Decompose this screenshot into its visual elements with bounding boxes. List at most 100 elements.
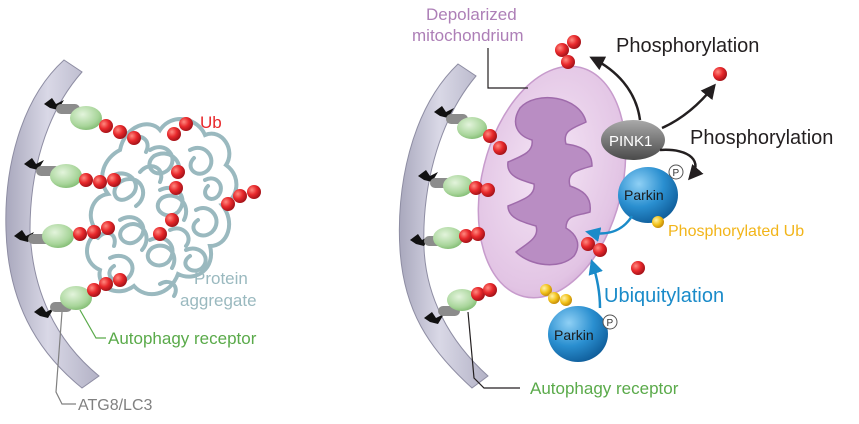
phospho-ubiquitin [652, 216, 664, 228]
ubiquitin [167, 127, 181, 141]
ubiquitin [171, 165, 185, 179]
receptor-unit-left-2 [24, 158, 121, 189]
phagophore-membrane-right [398, 63, 489, 389]
ubiquitin [101, 221, 115, 235]
ubiquitin [107, 173, 121, 187]
arrow-phosphorylation-top [589, 56, 642, 121]
ub-label: Ub [200, 113, 222, 132]
phospho-ub-chain [540, 284, 572, 306]
pink1-label: PINK1 [609, 133, 652, 150]
phospho-badge [602, 314, 618, 330]
ubiquitin [87, 283, 101, 297]
phosphorylated-ub-label: Phosphorylated Ub [668, 223, 804, 240]
ubiquitin [99, 277, 113, 291]
mito-leader-line [487, 48, 528, 89]
phospho-badge [668, 164, 684, 180]
receptor-unit-right-2 [418, 170, 495, 197]
autophagy-receptor [42, 224, 74, 248]
ubiquitin [73, 227, 87, 241]
autophagy-receptor [447, 289, 477, 311]
arrow-to-free-ub [661, 83, 716, 130]
ub-chain-top [555, 35, 581, 69]
mitochondrion [477, 65, 627, 299]
aggregate-label-line2: aggregate [180, 291, 257, 310]
phospho-badge-label: P [607, 318, 614, 329]
receptor-unit-right-1 [434, 106, 507, 155]
receptor-unit-right-3 [410, 227, 485, 249]
mito-label-line2: mitochondrium [412, 26, 524, 45]
ubiquitin [153, 227, 167, 241]
ubiquitylation-label: Ubiquitylation [604, 285, 724, 307]
phagophore-membrane-left [5, 59, 100, 389]
parkin-label-top: Parkin [624, 187, 664, 203]
atg8-anchor [34, 306, 54, 318]
ubiquitin [471, 227, 485, 241]
ubiquitin [247, 185, 261, 199]
ubiquitin [169, 181, 183, 195]
autophagy-receptor [457, 117, 487, 139]
atg-label: ATG8/LC3 [78, 397, 153, 414]
ubiquitin [93, 175, 107, 189]
pink1-protein: PINK1 [601, 120, 665, 160]
ubiquitin [79, 173, 93, 187]
cristae [507, 96, 593, 266]
aggregate-label-line1: Protein [194, 269, 248, 288]
ubiquitin [221, 197, 235, 211]
ubiquitin [561, 55, 575, 69]
phospho-ubiquitin [540, 284, 552, 296]
ubiquitin [483, 129, 497, 143]
receptor-label-left: Autophagy receptor [108, 329, 257, 348]
ubiquitin-free [631, 261, 645, 275]
ubiquitin [469, 181, 483, 195]
ubiquitin [87, 225, 101, 239]
ubiquitin [483, 283, 497, 297]
aggregate-ub-chains [153, 117, 261, 241]
ubiquitin [165, 213, 179, 227]
autophagy-receptor [70, 106, 102, 130]
ubiquitin [581, 237, 595, 251]
atg8-anchor [424, 312, 444, 324]
receptor-label-right: Autophagy receptor [530, 379, 679, 398]
atg-leader-line [55, 311, 76, 405]
receptor-unit-left-4 [34, 273, 127, 318]
parkin-label-bottom: Parkin [554, 327, 594, 343]
receptor-unit-left-3 [14, 221, 115, 248]
arrow-phosphorylation-parkin [659, 148, 704, 181]
receptor-leader-line-right [467, 311, 520, 389]
parkin-bottom: Parkin P [548, 306, 618, 362]
autophagy-receptor [433, 227, 463, 249]
ubiquitin [99, 119, 113, 133]
parkin-body [618, 167, 678, 223]
ubiquitin [459, 229, 473, 243]
right-panel: PINK1 Parkin P Parkin P Depolarized mito… [398, 5, 833, 398]
autophagy-receptor [60, 286, 92, 310]
ubiquitin [481, 183, 495, 197]
autophagy-receptor [50, 164, 82, 188]
phosphorylation-mid-label: Phosphorylation [690, 127, 833, 149]
ubiquitin [555, 43, 569, 57]
receptor-unit-right-4 [424, 283, 497, 324]
ubiquitin [567, 35, 581, 49]
ubiquitin-free [713, 67, 727, 81]
receptor-unit-left-1 [44, 98, 141, 145]
parkin-body [548, 306, 608, 362]
ubiquitin [233, 189, 247, 203]
ubiquitin [593, 243, 607, 257]
phosphorylation-top-label: Phosphorylation [616, 35, 759, 57]
ubiquitin [493, 141, 507, 155]
phospho-ubiquitin [548, 292, 560, 304]
mito-label-line1: Depolarized [426, 5, 517, 24]
left-panel: Ub Protein aggregate Autophagy receptor … [5, 59, 261, 414]
receptor-leader-line [79, 309, 106, 339]
pink1-body [601, 120, 665, 160]
phospho-badge-label: P [673, 168, 680, 179]
parkin-top: Parkin P [618, 164, 684, 228]
arrow-parkin-to-mito [585, 215, 634, 242]
phospho-ubiquitin [560, 294, 572, 306]
ubiquitin [113, 125, 127, 139]
ubiquitin [179, 117, 193, 131]
ubiquitin [471, 287, 485, 301]
ubiquitin [113, 273, 127, 287]
